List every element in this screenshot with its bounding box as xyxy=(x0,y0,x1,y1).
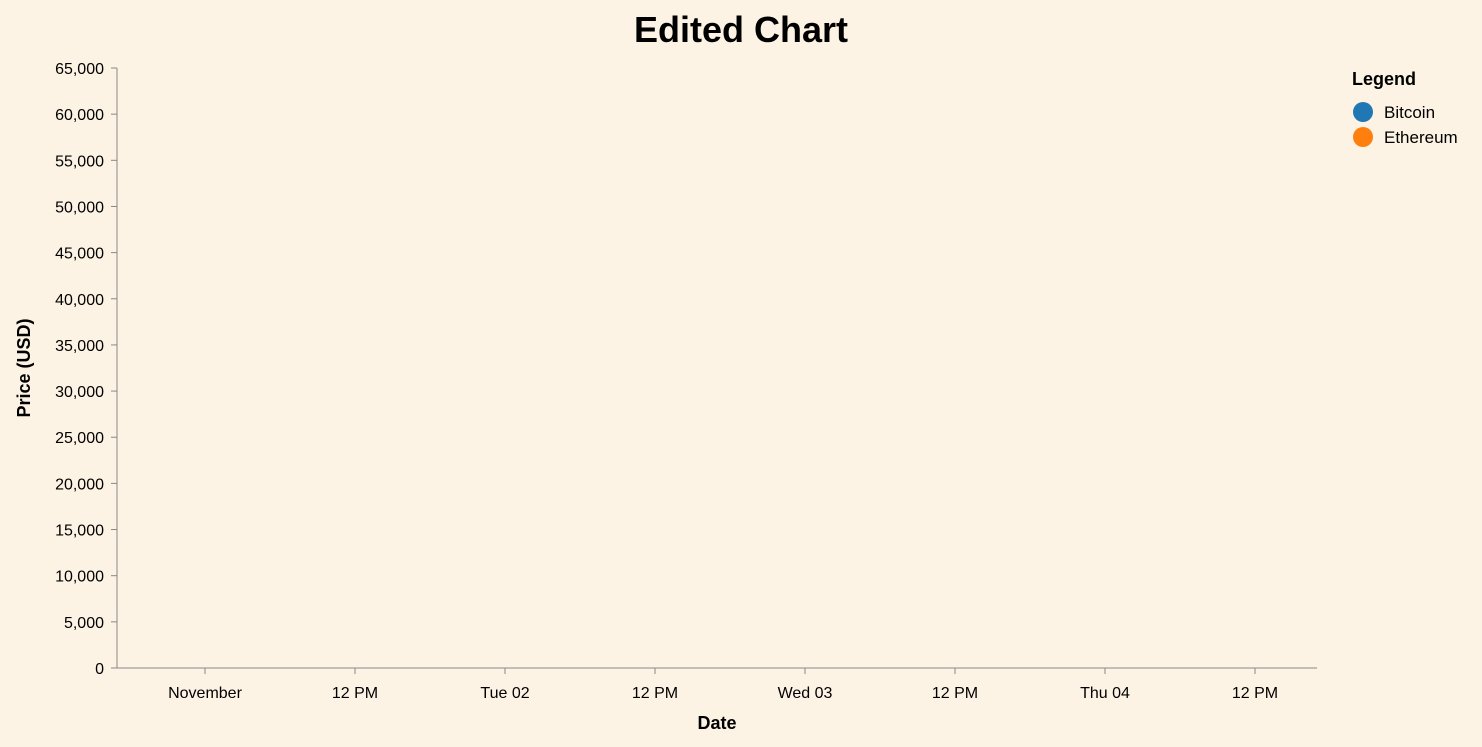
x-tick-label: Tue 02 xyxy=(480,685,529,702)
y-tick-label: 30,000 xyxy=(55,384,104,401)
legend-swatch-ethereum xyxy=(1353,127,1373,147)
x-tick-label: 12 PM xyxy=(332,685,378,702)
legend-label-bitcoin: Bitcoin xyxy=(1384,103,1435,122)
y-tick-label: 65,000 xyxy=(55,61,104,78)
y-tick-label: 40,000 xyxy=(55,292,104,309)
y-tick-label: 35,000 xyxy=(55,338,104,355)
y-axis: 0 5,000 10,000 15,000 20,000 25,000 30,000 35,0… xyxy=(55,61,118,678)
legend-title: Legend xyxy=(1352,69,1416,89)
y-tick-label: 5,000 xyxy=(64,615,104,632)
x-axis: November 12 PM Tue 02 12 PM Wed 03 12 PM Thu 0… xyxy=(117,667,1317,702)
y-axis-title: Price (USD) xyxy=(14,318,34,417)
legend: Legend Bitcoin Ethereum xyxy=(1352,69,1458,147)
legend-swatch-bitcoin xyxy=(1353,102,1373,122)
chart-title: Edited Chart xyxy=(634,9,848,50)
y-tick-label: 10,000 xyxy=(55,569,104,586)
y-tick-label: 15,000 xyxy=(55,523,104,540)
y-tick-label: 20,000 xyxy=(55,476,104,493)
y-tick-label: 0 xyxy=(95,661,104,678)
y-tick-label: 25,000 xyxy=(55,430,104,447)
legend-label-ethereum: Ethereum xyxy=(1384,128,1458,147)
x-tick-label: 12 PM xyxy=(1232,685,1278,702)
y-tick-label: 55,000 xyxy=(55,153,104,170)
x-tick-label: Thu 04 xyxy=(1080,685,1130,702)
legend-entries: Bitcoin Ethereum xyxy=(1353,102,1458,147)
y-tick-label: 60,000 xyxy=(55,107,104,124)
x-tick-label: 12 PM xyxy=(632,685,678,702)
y-tick-label: 45,000 xyxy=(55,246,104,263)
x-axis-title: Date xyxy=(697,713,736,733)
x-tick-label: November xyxy=(168,685,242,702)
y-tick-label: 50,000 xyxy=(55,199,104,216)
x-tick-label: Wed 03 xyxy=(778,685,833,702)
x-tick-label: 12 PM xyxy=(932,685,978,702)
